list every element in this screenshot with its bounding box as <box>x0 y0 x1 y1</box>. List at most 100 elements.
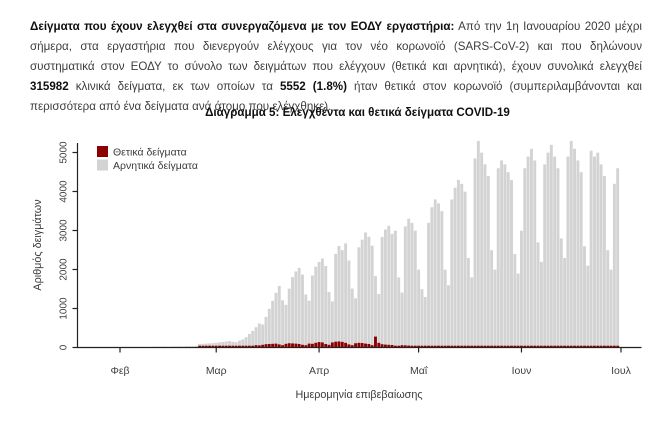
bar-positive <box>257 345 261 348</box>
legend-swatch-positive <box>97 146 108 157</box>
bar-positive <box>586 345 590 348</box>
bar-negative <box>589 150 593 346</box>
bar-negative <box>387 225 391 345</box>
bar-positive <box>251 345 255 348</box>
bar-negative <box>569 140 573 346</box>
bar-negative <box>483 164 487 346</box>
bar-negative <box>417 269 421 346</box>
bar-positive <box>546 345 550 348</box>
bar-negative <box>413 230 417 346</box>
bar-positive <box>350 345 354 348</box>
bar-positive <box>403 345 407 348</box>
legend-swatch-negative <box>97 159 108 171</box>
bar-positive <box>208 345 212 348</box>
bar-negative <box>244 337 248 346</box>
bar-positive <box>407 345 411 348</box>
bar-negative <box>400 292 404 346</box>
bar-negative <box>327 292 331 345</box>
bar-positive <box>354 343 358 348</box>
bar-negative <box>211 343 215 346</box>
bar-negative <box>549 144 553 346</box>
bar-positive <box>556 345 560 348</box>
bar-negative <box>310 275 314 344</box>
bar-positive <box>563 345 567 348</box>
bar-positive <box>234 345 238 348</box>
bar-negative <box>301 274 304 345</box>
x-tick-label: Απρ <box>309 365 329 377</box>
bar-positive <box>281 345 285 348</box>
bar-positive <box>559 345 563 348</box>
bar-negative <box>503 164 507 346</box>
bar-positive <box>237 345 241 348</box>
bar-positive <box>473 345 477 348</box>
bar-positive <box>224 345 228 348</box>
total-samples-value: 315982 <box>30 79 69 93</box>
bar-negative <box>334 253 338 342</box>
bar-negative <box>486 176 490 346</box>
bar-positive <box>460 345 464 348</box>
bar-negative <box>583 246 586 346</box>
x-tick-label: Ιουν <box>512 365 532 377</box>
bar-positive <box>573 345 577 348</box>
bar-negative <box>433 199 437 346</box>
bar-negative <box>476 140 480 346</box>
bar-negative <box>493 269 497 346</box>
bar-positive <box>516 345 520 348</box>
bar-negative <box>440 211 444 346</box>
bar-negative <box>377 294 381 343</box>
bar-negative <box>264 316 268 345</box>
bar-positive <box>533 345 537 348</box>
bar-positive <box>476 345 480 348</box>
bar-positive <box>616 345 620 348</box>
bar-negative <box>360 239 364 344</box>
bar-negative <box>218 342 221 346</box>
bar-positive <box>576 345 580 348</box>
bar-positive <box>211 345 215 348</box>
bar-positive <box>443 345 447 348</box>
bar-positive <box>387 344 391 348</box>
bar-positive <box>526 345 530 348</box>
intro-text-3: ήταν θετικά στον κορωνοϊό (συμπεριλαμβάν… <box>30 79 642 113</box>
bar-positive <box>291 343 294 348</box>
bar-positive <box>569 345 573 348</box>
bar-negative <box>237 340 241 346</box>
bar-positive <box>583 345 586 348</box>
bar-positive <box>231 345 235 348</box>
bar-positive <box>374 336 377 348</box>
y-tick-label: 0 <box>59 344 70 350</box>
bar-positive <box>470 345 474 348</box>
x-tick-label: Μαΐ <box>410 365 428 377</box>
bar-positive <box>317 342 321 348</box>
bar-positive <box>307 343 311 348</box>
bar-positive <box>221 345 225 348</box>
bar-positive <box>294 343 298 348</box>
bar-negative <box>294 271 298 344</box>
bar-positive <box>357 342 361 348</box>
y-tick-label: 5000 <box>59 141 70 164</box>
bar-positive <box>267 343 271 348</box>
bar-negative <box>566 156 570 346</box>
bar-positive <box>423 345 427 348</box>
bar-negative <box>370 245 374 346</box>
bar-positive <box>430 345 434 348</box>
bar-negative <box>344 243 348 343</box>
bar-negative <box>277 285 281 345</box>
bar-positive <box>277 344 281 348</box>
bar-positive <box>347 344 351 348</box>
bar-negative <box>427 222 431 346</box>
bar-positive <box>397 345 401 348</box>
bar-negative <box>407 218 411 346</box>
bar-positive <box>297 343 301 348</box>
bar-positive <box>261 344 265 348</box>
bar-negative <box>214 342 218 346</box>
bar-negative <box>364 232 367 344</box>
bar-positive <box>284 343 288 348</box>
bar-negative <box>526 156 530 346</box>
bar-negative <box>274 292 278 344</box>
bar-positive <box>566 345 570 348</box>
bar-negative <box>410 222 414 346</box>
bar-negative <box>447 285 450 346</box>
bar-positive <box>244 345 248 348</box>
